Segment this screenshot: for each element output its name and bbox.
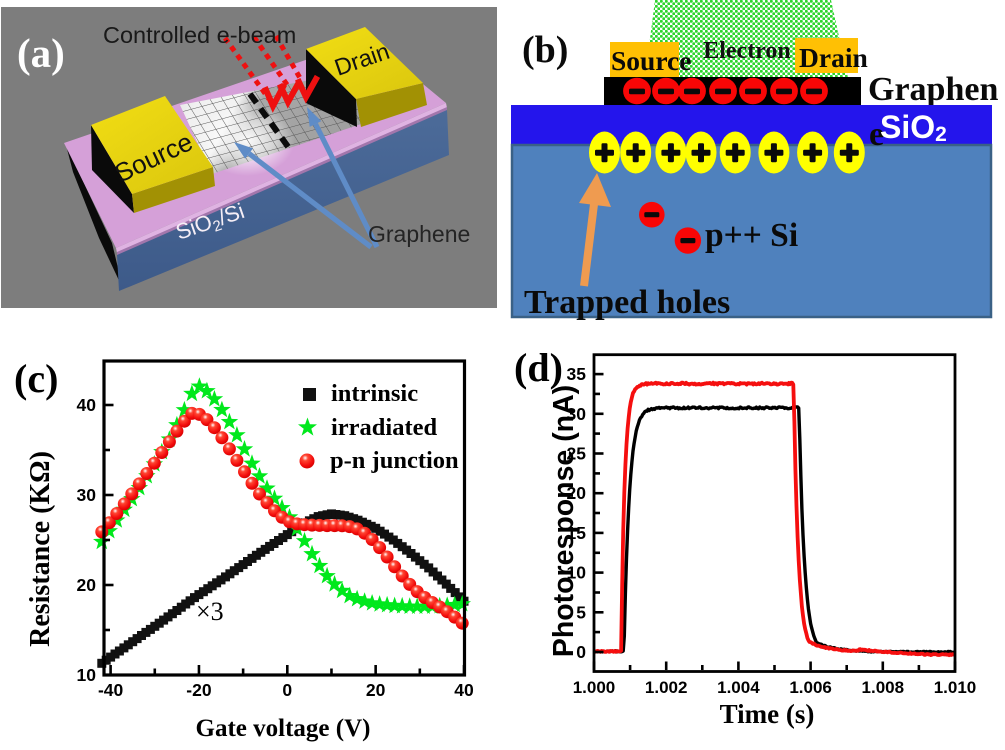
svg-text:Graphen: Graphen	[868, 71, 998, 108]
svg-text:(b): (b)	[522, 29, 568, 71]
svg-text:20: 20	[366, 680, 386, 700]
svg-text:1.010: 1.010	[934, 678, 977, 697]
svg-text:1.008: 1.008	[862, 678, 905, 697]
svg-text:×3: ×3	[196, 597, 224, 626]
svg-text:0: 0	[576, 642, 586, 662]
svg-text:20: 20	[77, 575, 97, 595]
svg-text:40: 40	[77, 395, 97, 415]
svg-text:Electron: Electron	[703, 38, 791, 64]
svg-text:Source: Source	[611, 45, 691, 76]
svg-text:15: 15	[567, 523, 587, 543]
svg-text:Graphene: Graphene	[368, 221, 470, 247]
svg-text:(c): (c)	[14, 356, 58, 401]
svg-text:intrinsic: intrinsic	[331, 380, 418, 407]
svg-text:1.002: 1.002	[645, 678, 688, 697]
svg-text:5: 5	[576, 602, 586, 622]
svg-text:-40: -40	[98, 680, 124, 700]
svg-text:irradiated: irradiated	[331, 414, 438, 441]
svg-text:Resistance (KΩ): Resistance (KΩ)	[25, 451, 56, 647]
svg-text:(a): (a)	[17, 30, 65, 76]
svg-text:30: 30	[77, 485, 97, 505]
svg-text:0: 0	[282, 680, 292, 700]
svg-text:e: e	[869, 116, 884, 153]
svg-text:30: 30	[567, 404, 587, 424]
svg-text:(d): (d)	[514, 345, 563, 390]
svg-text:35: 35	[567, 364, 587, 384]
svg-text:p++ Si: p++ Si	[705, 217, 798, 254]
svg-text:25: 25	[567, 444, 587, 464]
svg-text:1.004: 1.004	[717, 678, 760, 697]
svg-text:40: 40	[454, 680, 474, 700]
svg-text:Drain: Drain	[799, 42, 868, 73]
svg-text:10: 10	[567, 563, 587, 583]
svg-text:p-n junction: p-n junction	[330, 447, 459, 474]
svg-text:10: 10	[77, 665, 97, 685]
svg-text:Trapped holes: Trapped holes	[524, 284, 730, 321]
svg-text:-20: -20	[186, 680, 212, 700]
svg-text:20: 20	[567, 483, 587, 503]
svg-text:Gate voltage (V): Gate voltage (V)	[196, 715, 371, 742]
svg-text:Controlled e-beam: Controlled e-beam	[103, 22, 296, 48]
svg-text:Time (s): Time (s)	[720, 699, 815, 729]
svg-text:1.000: 1.000	[573, 678, 616, 697]
svg-text:1.006: 1.006	[789, 678, 832, 697]
svg-text:Photoresponse (nA): Photoresponse (nA)	[548, 385, 580, 657]
